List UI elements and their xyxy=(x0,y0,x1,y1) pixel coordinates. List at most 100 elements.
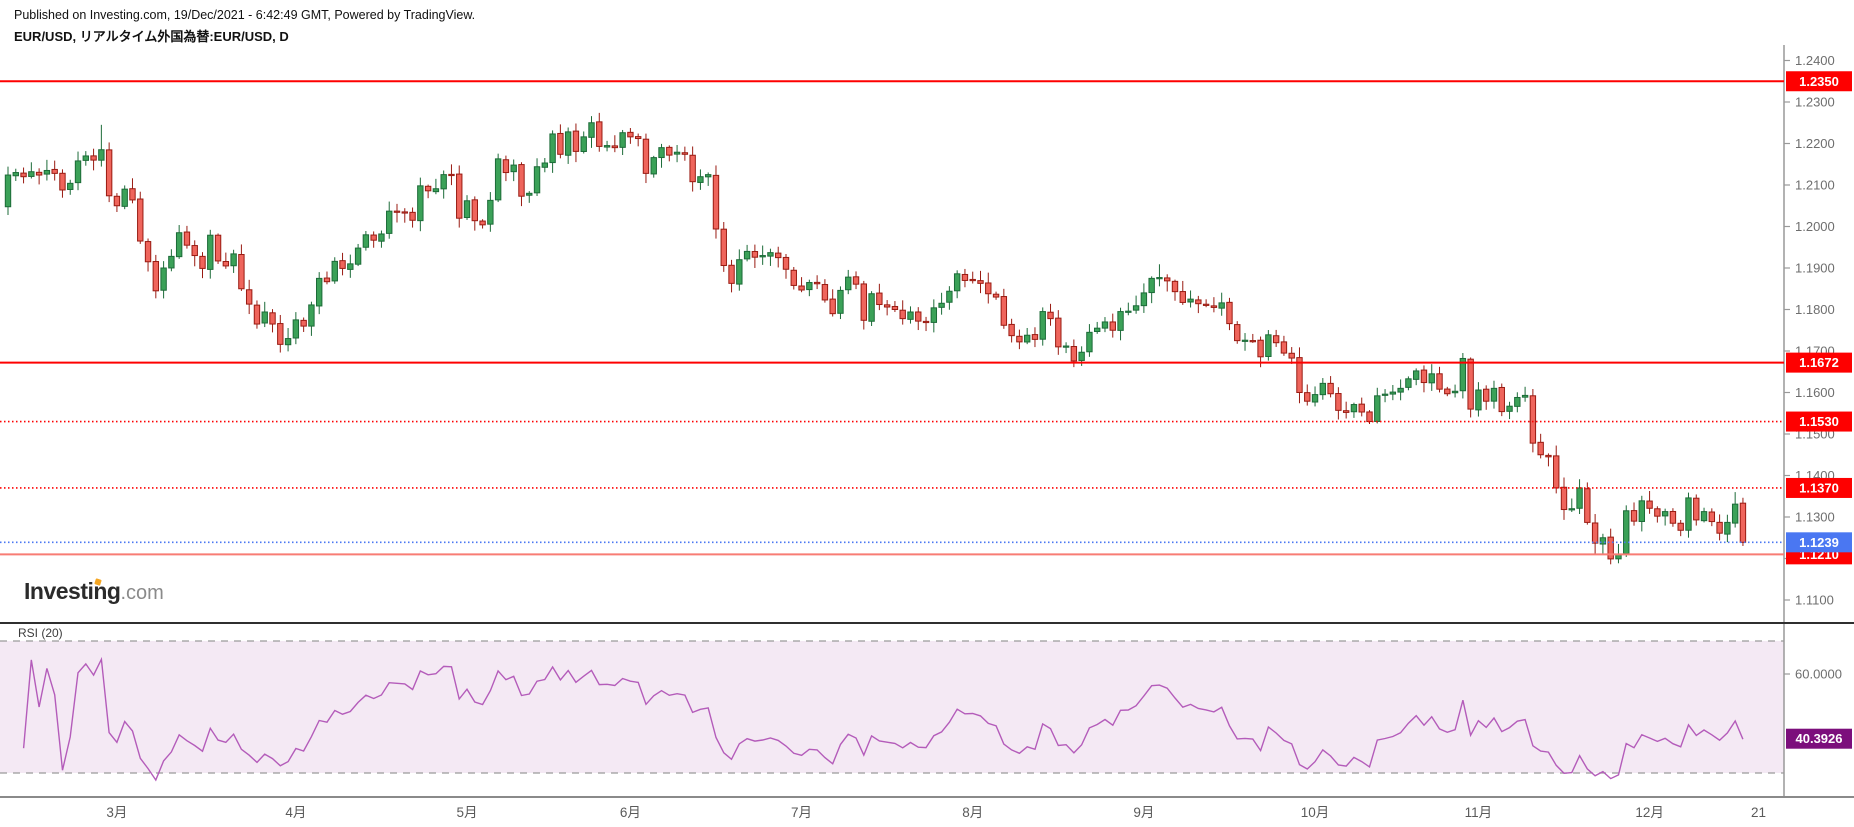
candle xyxy=(1412,370,1420,380)
candle xyxy=(1101,321,1109,329)
candle xyxy=(845,276,852,291)
candle xyxy=(899,309,906,320)
candle xyxy=(1568,508,1575,511)
candle xyxy=(284,338,292,346)
candle xyxy=(930,307,938,323)
candle xyxy=(1117,311,1124,331)
candle xyxy=(736,259,743,285)
candle xyxy=(1498,386,1505,413)
svg-text:1.1370: 1.1370 xyxy=(1799,480,1839,495)
candle xyxy=(1171,280,1179,293)
time-axis-labels: 3月 4月 5月 6月 7月 8月 9月 10月 11月 12月 21 xyxy=(106,805,1766,820)
candle xyxy=(261,311,268,324)
candle xyxy=(1693,497,1700,521)
candle xyxy=(1195,299,1202,305)
candle xyxy=(1700,511,1708,522)
price-tick-label: 1.2000 xyxy=(1795,219,1835,234)
candle xyxy=(985,282,992,295)
candle xyxy=(977,280,984,284)
candle xyxy=(1350,404,1358,413)
candle xyxy=(938,302,945,308)
candle xyxy=(323,277,331,283)
candle xyxy=(1257,339,1264,358)
candle xyxy=(1630,510,1638,522)
candle xyxy=(1342,410,1350,413)
candle xyxy=(417,185,424,222)
candle xyxy=(245,289,253,305)
candle xyxy=(1125,310,1132,313)
candle xyxy=(160,267,167,291)
candle xyxy=(1599,537,1607,545)
candle xyxy=(1070,346,1078,362)
candle xyxy=(564,131,572,156)
candle xyxy=(440,174,447,190)
candle xyxy=(526,192,533,196)
candle xyxy=(1358,403,1365,413)
candle xyxy=(1661,511,1669,517)
candle xyxy=(1506,405,1513,412)
candle xyxy=(806,282,813,291)
level-price-label: 1.2350 xyxy=(1786,71,1852,92)
candle xyxy=(992,293,1000,298)
level-price-label: 1.1530 xyxy=(1786,411,1852,432)
candle xyxy=(362,234,370,248)
candle xyxy=(673,151,681,155)
candle xyxy=(1031,334,1039,340)
candle xyxy=(1187,298,1194,303)
rsi-indicator-label: RSI (20) xyxy=(18,626,63,640)
candle xyxy=(1078,351,1085,361)
candle xyxy=(1638,500,1645,522)
price-tick-label: 1.2200 xyxy=(1795,136,1835,151)
svg-text:1.2350: 1.2350 xyxy=(1799,74,1839,89)
time-tick-label: 12月 xyxy=(1635,805,1664,820)
candle xyxy=(580,136,587,152)
candle xyxy=(1008,323,1015,337)
candle xyxy=(1739,502,1747,543)
candles-group[interactable] xyxy=(4,112,1747,565)
candle xyxy=(1319,382,1327,396)
candle xyxy=(74,160,82,184)
candle xyxy=(1514,396,1521,407)
candle xyxy=(471,199,479,222)
candle xyxy=(51,168,58,174)
candle xyxy=(1109,321,1116,331)
candle xyxy=(1436,373,1443,390)
candle xyxy=(20,172,27,178)
candle xyxy=(798,285,805,291)
candle xyxy=(619,132,626,148)
candle xyxy=(1218,302,1225,309)
candle xyxy=(168,255,175,269)
time-tick-label: 9月 xyxy=(1133,805,1154,820)
candle xyxy=(549,133,556,164)
candle xyxy=(922,320,930,324)
candle xyxy=(1576,487,1583,509)
candle xyxy=(852,276,860,285)
candle xyxy=(1288,352,1295,359)
candle xyxy=(1537,441,1544,456)
time-tick-label: 6月 xyxy=(620,805,641,820)
candle xyxy=(767,252,774,257)
rsi-line[interactable] xyxy=(22,656,1744,782)
candle xyxy=(596,121,603,147)
candle xyxy=(300,319,307,327)
investing-logo: Investing.com xyxy=(24,578,164,605)
candle xyxy=(370,234,377,241)
candle xyxy=(1202,303,1210,306)
candle xyxy=(1397,387,1404,393)
price-tick-label: 1.2100 xyxy=(1795,178,1835,193)
candle xyxy=(907,311,914,320)
candle xyxy=(1459,357,1467,392)
candle xyxy=(1062,345,1070,348)
price-tick-label: 1.1300 xyxy=(1795,510,1835,525)
candle xyxy=(67,182,74,190)
candle xyxy=(1047,311,1054,320)
candle xyxy=(915,311,922,322)
price-tick-label: 1.1800 xyxy=(1795,302,1835,317)
candle xyxy=(448,173,455,177)
candle xyxy=(12,172,19,177)
candle xyxy=(1545,454,1552,458)
candle xyxy=(409,211,416,221)
candle xyxy=(876,292,883,306)
